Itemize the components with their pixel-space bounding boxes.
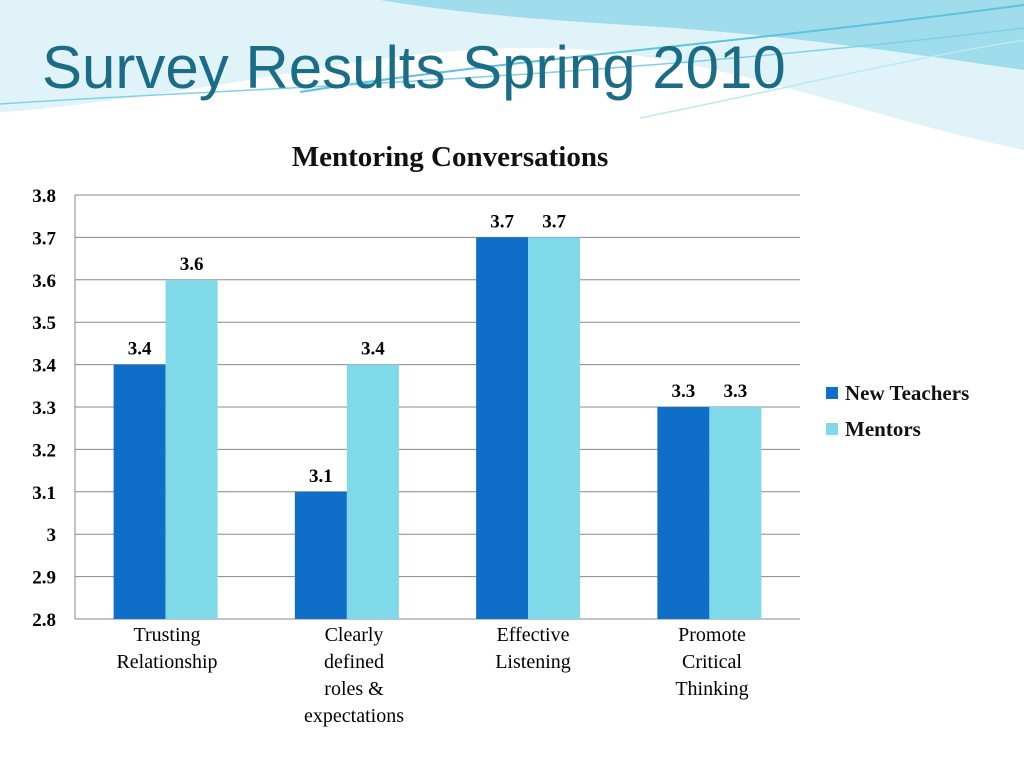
- category-label-line: Listening: [495, 651, 571, 673]
- legend-label-new-teachers: New Teachers: [845, 380, 970, 405]
- slide-title: Survey Results Spring 2010: [42, 34, 786, 101]
- y-tick-label: 3.4: [32, 356, 56, 377]
- wave-line-2: [0, 27, 1024, 105]
- data-label: 3.4: [361, 339, 385, 360]
- bar-new-teachers: [113, 364, 166, 619]
- data-label: 3.7: [490, 211, 514, 232]
- category-label-line: Clearly: [324, 624, 384, 646]
- wave-band-mid: [380, 0, 1024, 70]
- category-label-clearly-defined: Clearly defined roles & expectations: [279, 622, 429, 730]
- y-tick-label: 3.5: [32, 313, 56, 334]
- bar-new-teachers: [294, 491, 347, 619]
- y-tick-label: 3.6: [32, 271, 56, 292]
- category-label-line: Critical: [682, 651, 742, 673]
- wave-line-3: [639, 39, 1024, 119]
- data-label: 3.1: [309, 466, 333, 487]
- bar-mentors: [165, 279, 218, 619]
- y-tick-label: 3.3: [32, 398, 56, 419]
- wave-band-light: [0, 0, 1024, 150]
- legend-swatch-new-teachers: [826, 387, 838, 399]
- y-tick-label: 3.8: [32, 186, 56, 207]
- chart-legend: New Teachers Mentors: [826, 375, 969, 447]
- category-label-line: defined: [324, 651, 384, 673]
- category-label-promote-critical-thinking: Promote Critical Thinking: [637, 622, 787, 703]
- category-label-line: Promote: [678, 624, 746, 646]
- bar-mentors: [346, 364, 399, 619]
- data-label: 3.4: [128, 339, 152, 360]
- y-tick-label: 2.9: [32, 568, 56, 589]
- legend-label-mentors: Mentors: [845, 416, 921, 441]
- bar-mentors: [528, 237, 581, 619]
- category-label-line: roles &: [324, 678, 384, 700]
- y-tick-label: 3.1: [32, 483, 56, 504]
- category-label-line: Thinking: [675, 678, 749, 700]
- category-label-trusting-relationship: Trusting Relationship: [92, 622, 242, 676]
- bar-mentors: [709, 407, 762, 619]
- chart-title: Mentoring Conversations: [291, 141, 609, 173]
- data-label: 3.6: [180, 254, 204, 275]
- data-label: 3.7: [542, 211, 566, 232]
- category-label-effective-listening: Effective Listening: [458, 622, 608, 676]
- data-label: 3.3: [724, 381, 748, 402]
- legend-swatch-mentors: [826, 423, 838, 435]
- bar-new-teachers: [476, 237, 529, 619]
- bar-new-teachers: [657, 407, 710, 619]
- legend-item-new-teachers: New Teachers: [826, 375, 969, 411]
- y-tick-label: 2.8: [32, 610, 56, 631]
- category-label-line: Trusting: [133, 624, 201, 646]
- y-tick-label: 3: [47, 525, 57, 546]
- data-label: 3.3: [672, 381, 696, 402]
- category-label-line: Relationship: [116, 651, 218, 673]
- wave-line-1: [299, 4, 1024, 93]
- y-tick-label: 3.7: [32, 228, 56, 249]
- category-label-line: expectations: [304, 705, 404, 727]
- y-tick-label: 3.2: [32, 440, 56, 461]
- category-label-line: Effective: [496, 624, 570, 646]
- legend-item-mentors: Mentors: [826, 411, 969, 447]
